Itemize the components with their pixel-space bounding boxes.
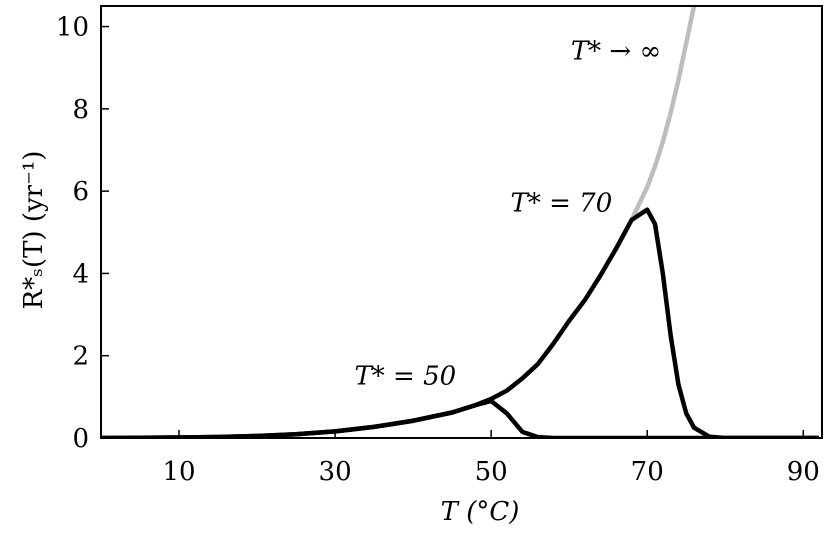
annotation: T* = 50 xyxy=(354,362,456,392)
x-axis-label: T (°C) xyxy=(441,497,520,527)
x-tick-label: 10 xyxy=(162,457,195,487)
series-line xyxy=(101,207,819,438)
series-line xyxy=(629,6,697,221)
y-axis-label: R*ₛ(T) (yr⁻¹) xyxy=(19,151,49,310)
x-tick-label: 70 xyxy=(631,457,664,487)
y-tick-label: 0 xyxy=(72,424,89,454)
y-tick-label: 4 xyxy=(72,259,89,289)
plot-area xyxy=(101,6,819,438)
x-tick-label: 90 xyxy=(787,457,820,487)
x-tick-label: 30 xyxy=(319,457,352,487)
y-tick-label: 10 xyxy=(56,13,89,43)
x-tick-label: 50 xyxy=(475,457,508,487)
frame xyxy=(100,5,823,439)
y-tick-label: 8 xyxy=(72,95,89,125)
y-tick-label: 2 xyxy=(72,342,89,372)
y-tick-label: 6 xyxy=(72,177,89,207)
annotation: T* = 70 xyxy=(511,189,613,219)
series-line xyxy=(101,398,819,438)
annotation: T* → ∞ xyxy=(571,36,661,66)
